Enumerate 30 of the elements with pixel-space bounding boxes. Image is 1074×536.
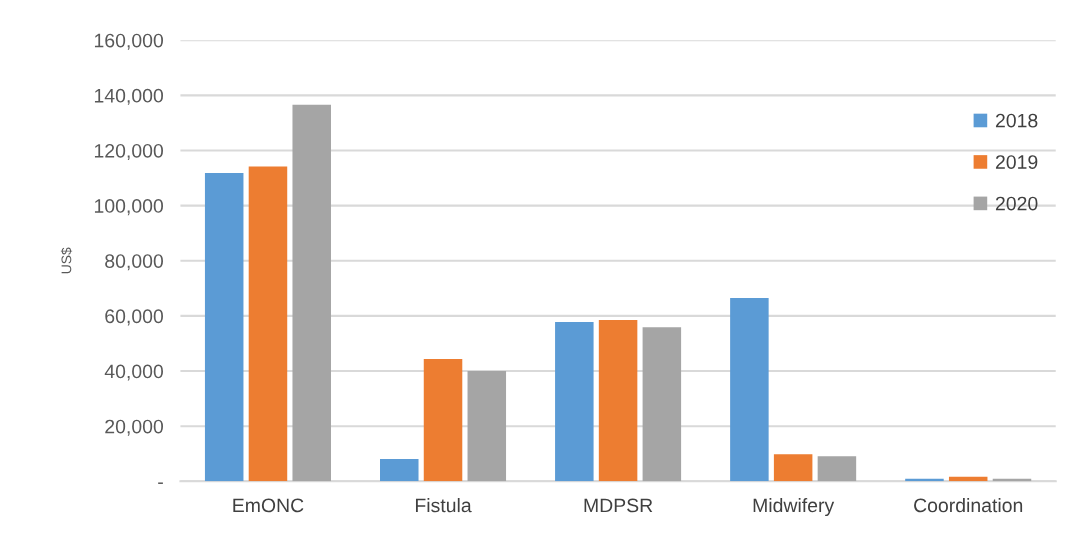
bar (598, 320, 638, 482)
y-tick-label: 80,000 (105, 254, 164, 271)
bar (380, 459, 419, 482)
bar (730, 297, 769, 482)
x-tick-label: EmONC (233, 498, 304, 513)
y-tick-label: 160,000 (94, 33, 164, 50)
x-tick-label: Fistula (415, 497, 472, 513)
legend-label: 2018 (995, 113, 1038, 128)
bar (817, 456, 857, 482)
y-tick-label: 20,000 (105, 419, 164, 436)
y-tick-label: - (158, 482, 163, 484)
bar (773, 454, 813, 482)
y-axis-title: US$ (60, 247, 73, 274)
bar (204, 173, 244, 482)
x-tick-label: Midwifery (753, 497, 835, 517)
y-tick-label: 140,000 (94, 88, 164, 105)
bar (292, 104, 331, 482)
y-tick-label: 120,000 (94, 143, 164, 161)
bar (423, 358, 463, 482)
x-tick-label: MDPSR (584, 498, 653, 513)
y-tick-label: 100,000 (94, 199, 164, 216)
bar (248, 166, 288, 482)
bar (555, 321, 594, 482)
legend-label: 2020 (995, 196, 1038, 211)
bar (642, 327, 682, 482)
legend-label: 2019 (995, 155, 1038, 169)
x-tick-label: Coordination (914, 497, 1023, 513)
y-tick-label: 40,000 (104, 364, 164, 381)
y-tick-label: 60,000 (105, 309, 164, 326)
bar (467, 371, 507, 482)
